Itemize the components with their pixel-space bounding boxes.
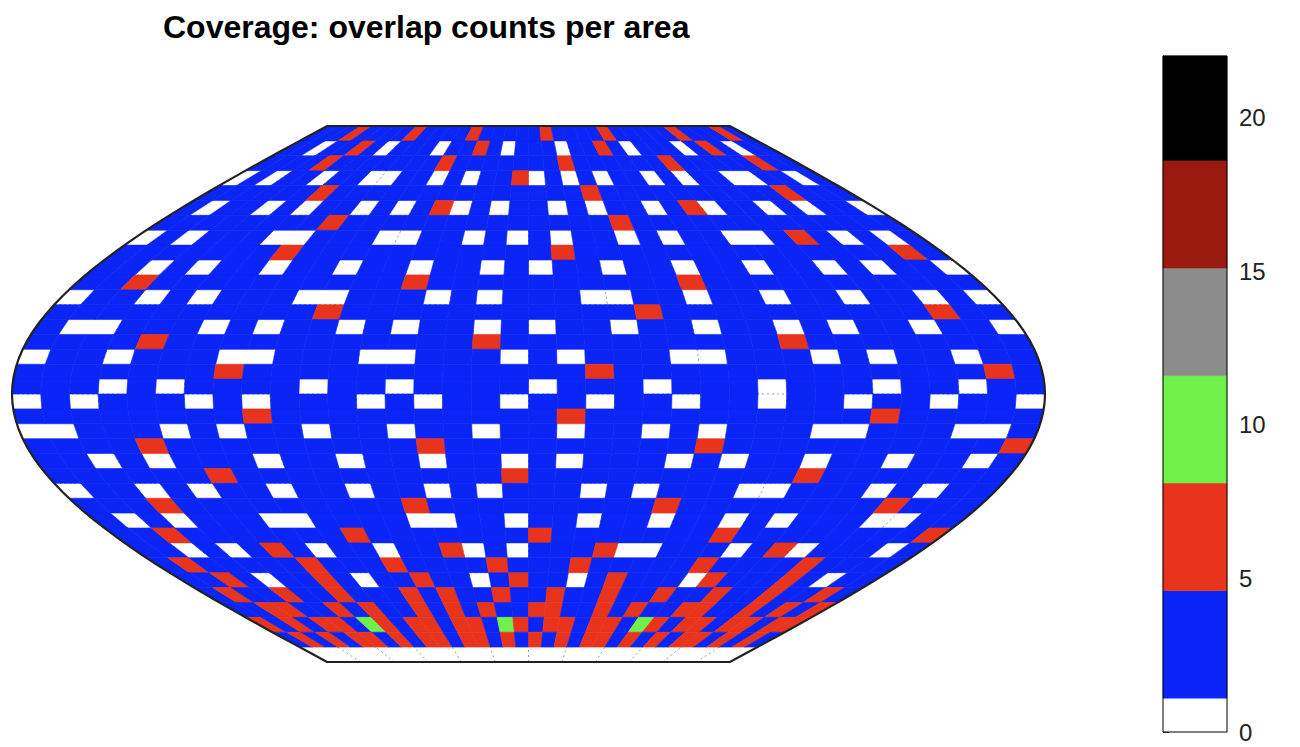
svg-text:10: 10 (1239, 411, 1266, 438)
svg-text:0: 0 (1239, 719, 1252, 746)
svg-text:20: 20 (1239, 104, 1266, 131)
svg-text:15: 15 (1239, 258, 1266, 285)
svg-text:5: 5 (1239, 565, 1252, 592)
svg-text:Coverage: overlap counts per a: Coverage: overlap counts per area (163, 9, 690, 45)
